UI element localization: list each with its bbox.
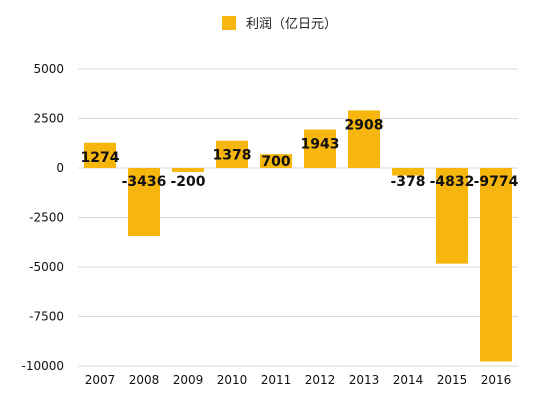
data-label: -4832 — [430, 174, 475, 190]
bar — [480, 168, 512, 362]
x-tick-label: 2015 — [437, 373, 468, 387]
x-tick-label: 2013 — [349, 373, 380, 387]
bar — [172, 168, 204, 172]
bar — [260, 154, 292, 168]
y-tick-label: -2500 — [29, 211, 64, 225]
x-tick-label: 2009 — [173, 373, 204, 387]
data-label: 2908 — [345, 117, 384, 133]
bar — [304, 129, 336, 168]
data-label: -3436 — [122, 174, 167, 190]
x-tick-label: 2008 — [129, 373, 160, 387]
data-label: 1943 — [301, 137, 340, 153]
data-label: 1378 — [213, 148, 252, 164]
y-tick-label: 5000 — [33, 62, 64, 76]
x-tick-label: 2010 — [217, 373, 248, 387]
legend: 利润（亿日元） — [222, 16, 337, 32]
y-tick-label: -7500 — [29, 310, 64, 324]
data-label: 700 — [261, 154, 290, 170]
bar — [84, 142, 116, 168]
y-tick-label: 0 — [56, 161, 64, 175]
bar — [436, 168, 468, 264]
x-tick-label: 2011 — [261, 373, 292, 387]
data-label: -9774 — [474, 174, 519, 190]
bar — [392, 168, 424, 176]
y-tick-label: 2500 — [33, 112, 64, 126]
x-tick-label: 2012 — [305, 373, 336, 387]
bar — [348, 110, 380, 168]
bar — [216, 140, 248, 168]
y-tick-label: -5000 — [29, 260, 64, 274]
legend-label: 利润（亿日元） — [246, 17, 337, 32]
data-label: 1274 — [81, 150, 120, 166]
bar — [128, 168, 160, 237]
data-labels: 1274-3436 -200 1378 700 1943 2908 -378 -4832 -97… — [81, 117, 519, 190]
x-tick-label: 2016 — [481, 373, 512, 387]
data-label: -200 — [170, 174, 205, 190]
x-tick-label: 2014 — [393, 373, 424, 387]
bars — [84, 110, 512, 362]
data-label: -378 — [390, 174, 425, 190]
y-axis: 5000 2500 0 -2500 -5000 -7500 -10000 — [21, 62, 64, 373]
x-axis: 2007 2008 2009 2010 2011 2012 2013 2014 2015 2016 — [85, 373, 512, 387]
x-tick-label: 2007 — [85, 373, 116, 387]
y-tick-label: -10000 — [21, 359, 64, 373]
legend-swatch — [222, 16, 236, 30]
